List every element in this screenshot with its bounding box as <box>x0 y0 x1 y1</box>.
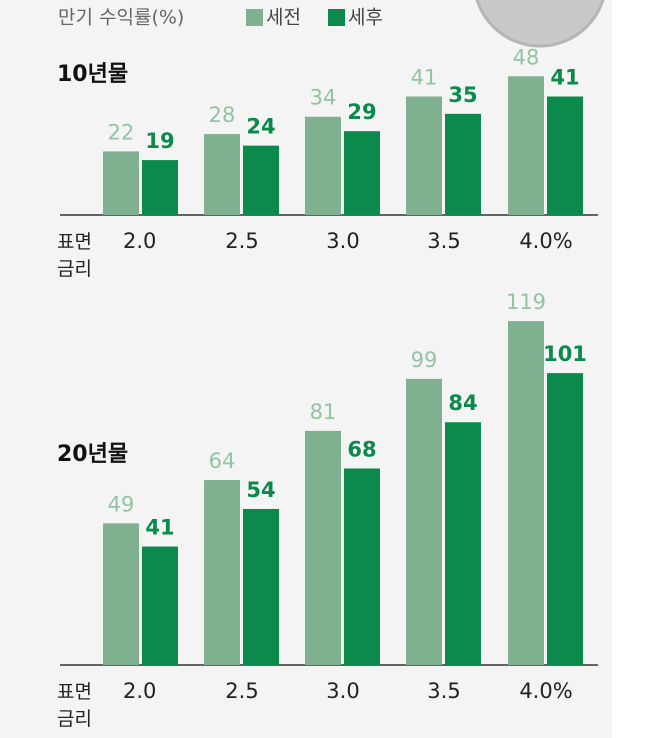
bar <box>142 160 178 215</box>
value-label: 48 <box>513 45 540 69</box>
value-label: 29 <box>347 100 376 124</box>
x-tick-label: 4.0% <box>519 679 572 703</box>
bar <box>445 113 481 215</box>
bar <box>445 422 481 665</box>
value-label: 119 <box>506 290 546 314</box>
value-label: 34 <box>310 86 337 110</box>
x-tick-label: 3.0 <box>326 679 359 703</box>
value-label: 54 <box>246 478 275 502</box>
bar <box>508 76 544 215</box>
x-tick-label: 2.5 <box>225 229 258 253</box>
bar <box>103 523 139 665</box>
value-label: 22 <box>108 120 135 144</box>
value-label: 41 <box>550 66 579 90</box>
value-label: 41 <box>145 516 174 540</box>
value-label: 101 <box>543 342 587 366</box>
bar <box>243 145 279 215</box>
x-tick-label: 3.0 <box>326 229 359 253</box>
bar <box>406 378 442 665</box>
bar <box>547 373 583 665</box>
legend-label: 세후 <box>348 7 383 29</box>
legend-label: 세전 <box>266 7 301 29</box>
bar <box>204 480 240 665</box>
value-label: 35 <box>448 83 477 107</box>
bar <box>142 546 178 665</box>
value-label: 28 <box>209 103 236 127</box>
bar <box>204 134 240 215</box>
x-tick-label: 2.0 <box>123 229 156 253</box>
value-label: 41 <box>411 66 438 90</box>
bar <box>305 116 341 215</box>
panel-title: 10년물 <box>57 62 128 87</box>
bar <box>406 96 442 215</box>
bar <box>547 96 583 215</box>
value-label: 24 <box>246 115 275 139</box>
value-label: 99 <box>411 348 438 372</box>
value-label: 64 <box>209 449 236 473</box>
x-tick-label: 3.5 <box>427 229 460 253</box>
bar <box>344 468 380 665</box>
x-axis-label: 표면 금리 <box>57 681 92 730</box>
x-tick-label: 4.0% <box>519 229 572 253</box>
panel-title: 20년물 <box>57 442 128 467</box>
bar <box>243 508 279 665</box>
value-label: 81 <box>310 400 337 424</box>
bar <box>103 151 139 215</box>
legend-swatch <box>246 9 263 26</box>
bar <box>508 321 544 665</box>
decor-circle <box>475 0 605 48</box>
x-axis-label: 표면 금리 <box>57 231 92 280</box>
bar <box>305 430 341 665</box>
x-tick-label: 3.5 <box>427 679 460 703</box>
x-tick-label: 2.5 <box>225 679 258 703</box>
value-label: 49 <box>108 492 135 516</box>
legend-title: 만기 수익률(%) <box>58 7 184 29</box>
x-tick-label: 2.0 <box>123 679 156 703</box>
value-label: 84 <box>448 391 477 415</box>
value-label: 19 <box>145 129 174 153</box>
legend-swatch <box>328 9 345 26</box>
value-label: 68 <box>347 437 376 461</box>
bar <box>344 131 380 215</box>
